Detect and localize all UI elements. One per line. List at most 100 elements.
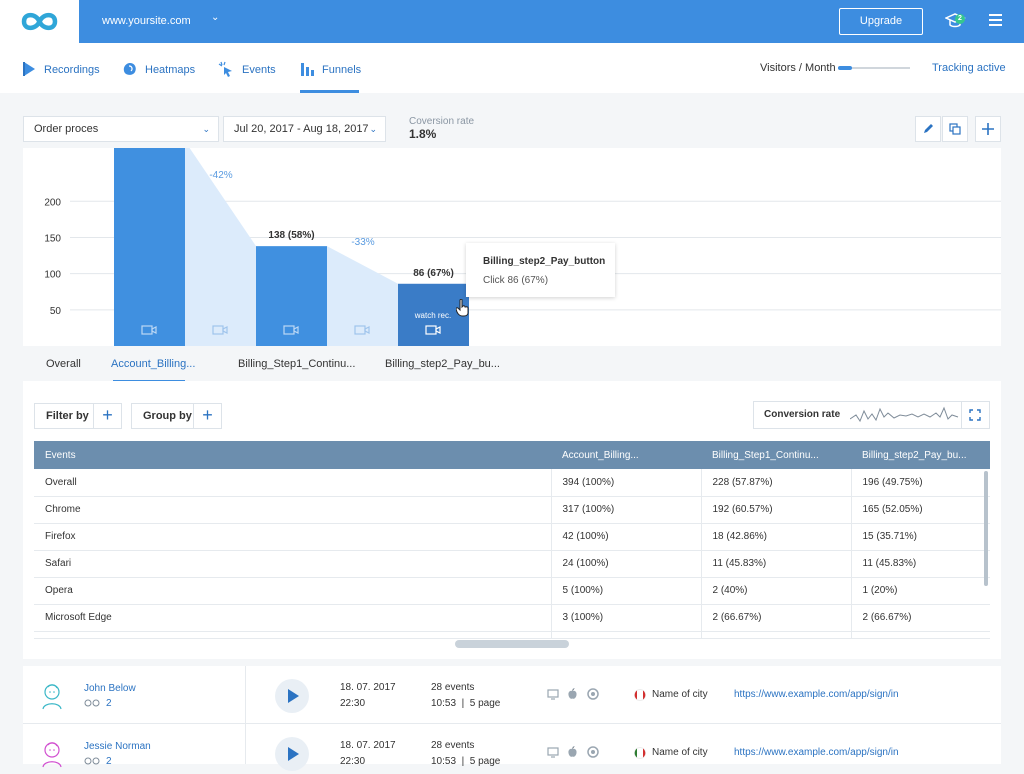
session-count: 2 (106, 698, 112, 709)
dropoff-label: -33% (351, 237, 374, 248)
group-by-button[interactable]: Group by + (131, 403, 222, 429)
step-value-cell: 5 (100%) (550, 577, 701, 605)
table-row[interactable]: Firefox 42 (100%) 18 (42.86%) 15 (35.71%) (34, 523, 990, 551)
logo[interactable] (0, 0, 79, 43)
recordings-icon (23, 62, 35, 76)
desktop-icon (547, 747, 559, 758)
duplicate-button[interactable] (942, 116, 968, 142)
visitors-label: Visitors / Month (760, 62, 836, 74)
funnel-select[interactable]: Order proces ⌄ (23, 116, 219, 142)
step-value-cell: 2 (66.67%) (850, 604, 990, 632)
session-city: Name of city (652, 747, 708, 758)
heatmaps-icon (123, 63, 136, 75)
step-value-cell: 42 (100%) (550, 523, 701, 551)
camera-icon[interactable] (354, 325, 370, 335)
step-value-cell: 228 (57.87%) (700, 469, 851, 497)
filter-by-button[interactable]: Filter by + (34, 403, 122, 429)
step-tab-2[interactable]: Billing_Step1_Continu... (238, 358, 356, 370)
step-tab-3[interactable]: Billing_step2_Pay_bu... (385, 358, 500, 370)
table-row[interactable]: Microsoft Edge 3 (100%) 2 (66.67%) 2 (66.67… (34, 604, 990, 632)
camera-icon[interactable] (141, 325, 157, 335)
add-funnel-button[interactable] (975, 116, 1001, 142)
step-tab-overall[interactable]: Overall (46, 358, 81, 370)
col-header-events[interactable]: Events (34, 441, 551, 469)
step-value-cell: 24 (100%) (550, 550, 701, 578)
funnel-bar[interactable] (256, 246, 327, 346)
filter-by-label: Filter by (46, 410, 89, 422)
table-row[interactable]: Chrome 317 (100%) 192 (60.57%) 165 (52.05%) (34, 496, 990, 524)
session-url-link[interactable]: https://www.example.com/app/sign/in (734, 689, 899, 700)
chart-tooltip: Billing_step2_Pay_button Click 86 (67%) (466, 243, 615, 297)
group-by-label: Group by (143, 410, 192, 422)
top-bar (0, 0, 1024, 43)
tracking-status-link[interactable]: Tracking active (932, 62, 1006, 74)
event-name-cell: Opera (34, 577, 551, 605)
play-icon (288, 689, 299, 703)
events-icon (218, 61, 232, 77)
sparkline-chart (850, 406, 959, 423)
col-header-step-3[interactable]: Billing_step2_Pay_bu... (851, 441, 990, 469)
dropoff-area (327, 246, 398, 346)
pencil-icon (924, 124, 933, 133)
session-url-link[interactable]: https://www.example.com/app/sign/in (734, 747, 899, 758)
chevron-down-icon: ⌄ (369, 124, 377, 134)
empty-cell (850, 631, 990, 639)
event-name-cell: Firefox (34, 523, 551, 551)
event-name-cell: Safari (34, 550, 551, 578)
infinity-logo-icon (21, 12, 58, 31)
tab-events[interactable]: Events (242, 64, 276, 76)
y-tick-label: 50 (50, 306, 62, 317)
edit-button[interactable] (915, 116, 941, 142)
table-row[interactable]: Overall 394 (100%) 228 (57.87%) 196 (49.75%… (34, 469, 990, 497)
funnel-bar[interactable] (114, 148, 185, 346)
upgrade-button[interactable]: Upgrade (839, 8, 923, 35)
play-button[interactable] (275, 679, 309, 713)
conversion-rate-value: 1.8% (409, 127, 437, 141)
country-flag-icon (634, 747, 646, 759)
events-table: Events Account_Billing... Billing_Step1_… (34, 441, 990, 639)
camera-icon[interactable] (425, 325, 441, 335)
funnel-bar[interactable] (398, 283, 469, 346)
vertical-scrollbar[interactable] (984, 471, 988, 586)
horizontal-scrollbar[interactable] (455, 640, 569, 648)
tab-funnels[interactable]: Funnels (322, 64, 362, 76)
avatar-icon (42, 684, 62, 710)
step-value-cell: 196 (49.75%) (850, 469, 990, 497)
col-header-step-2[interactable]: Billing_Step1_Continu... (701, 441, 851, 469)
camera-icon[interactable] (212, 325, 228, 335)
tab-heatmaps[interactable]: Heatmaps (145, 64, 196, 76)
step-tab-1[interactable]: Account_Billing... (111, 358, 196, 370)
empty-cell (550, 631, 701, 639)
conversion-rate-sparkline[interactable]: Conversion rate (753, 401, 990, 429)
tooltip-title: Billing_step2_Pay_button (483, 256, 606, 267)
visitors-slider-fill (838, 66, 852, 70)
visitors-slider[interactable] (838, 67, 910, 69)
site-selector[interactable]: www.yoursite.com (102, 15, 191, 27)
y-tick-label: 150 (44, 233, 61, 244)
step-value-cell: 11 (45.83%) (700, 550, 851, 578)
session-city: Name of city (652, 689, 708, 700)
user-name-link[interactable]: John Below (84, 683, 136, 694)
table-row[interactable]: Opera 5 (100%) 2 (40%) 1 (20%) (34, 577, 990, 605)
expand-button[interactable] (961, 402, 989, 428)
expand-icon (969, 409, 981, 421)
chevron-down-icon[interactable]: ⌄ (211, 12, 220, 23)
play-button[interactable] (275, 737, 309, 771)
date-range-select[interactable]: Jul 20, 2017 - Aug 18, 2017 ⌄ (223, 116, 386, 142)
dropoff-area (185, 148, 256, 346)
col-header-step-1[interactable]: Account_Billing... (551, 441, 701, 469)
plus-icon[interactable]: + (193, 404, 221, 428)
plus-icon[interactable]: + (93, 404, 121, 428)
user-name-link[interactable]: Jessie Norman (84, 741, 151, 752)
apple-icon (568, 746, 577, 757)
session-duration: 10:53 | 5 page (431, 756, 501, 767)
table-row[interactable]: Safari 24 (100%) 11 (45.83%) 11 (45.83%) (34, 550, 990, 578)
menu-icon[interactable] (989, 14, 1002, 26)
watch-recording-label: watch rec. (414, 311, 451, 320)
sparkline-label: Conversion rate (764, 409, 841, 420)
conversion-rate-label: Coversion rate (409, 116, 475, 127)
y-tick-label: 100 (44, 270, 61, 281)
camera-icon[interactable] (283, 325, 299, 335)
tab-recordings[interactable]: Recordings (44, 64, 100, 76)
